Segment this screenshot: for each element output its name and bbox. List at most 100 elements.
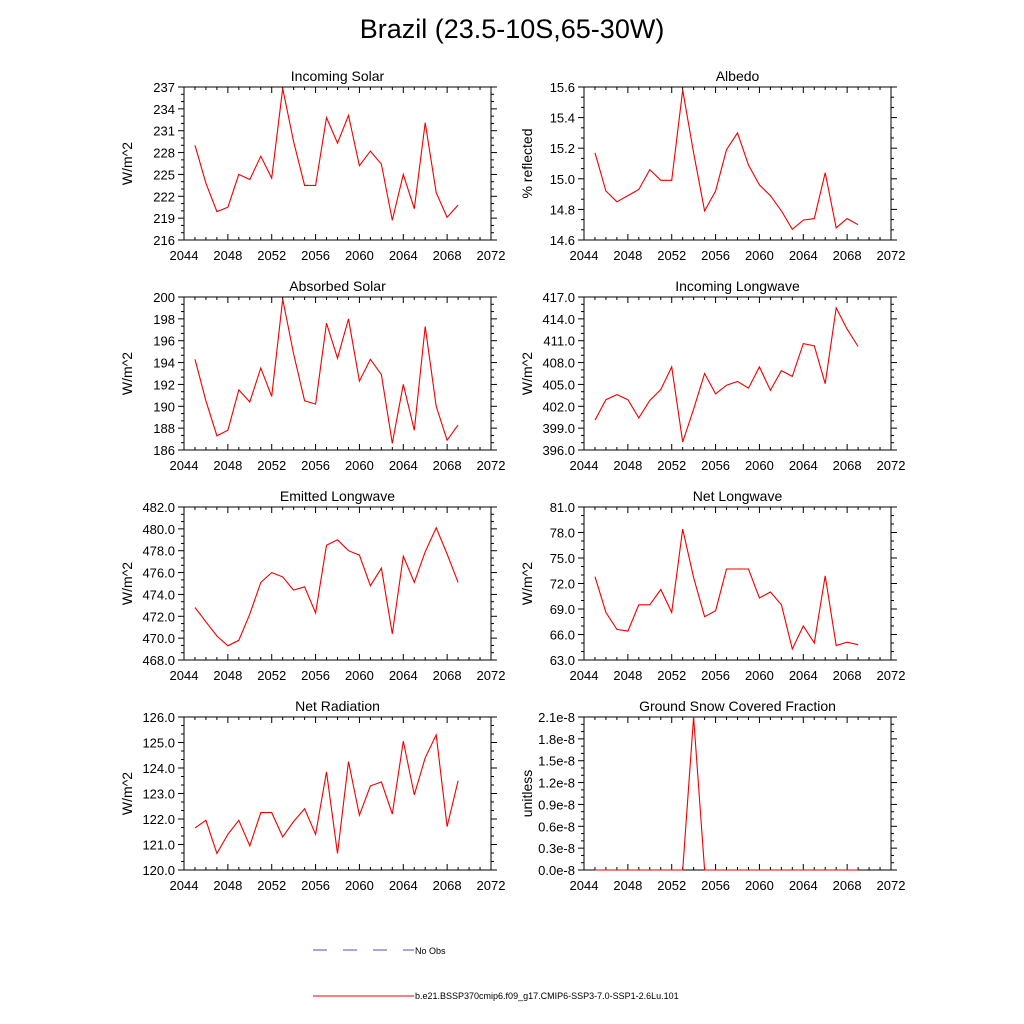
y-tick-label: 237: [153, 80, 175, 95]
plot-frame: [583, 296, 892, 451]
x-tick-label: 2060: [745, 668, 774, 683]
y-tick-label: 14.6: [550, 233, 575, 248]
x-tick-label: 2072: [877, 458, 906, 473]
y-tick-label: 402.0: [542, 399, 575, 414]
x-tick-label: 2064: [789, 248, 818, 263]
series-line-incoming-longwave: [594, 306, 859, 443]
x-tick-label: 2048: [613, 248, 642, 263]
x-tick-label: 2052: [257, 878, 286, 893]
y-tick-label: 0.6e-8: [538, 819, 575, 834]
y-axis-label: W/m^2: [519, 352, 535, 395]
x-tick-label: 2060: [345, 458, 374, 473]
plot-frame: [183, 716, 492, 871]
y-tick-label: 120.0: [142, 863, 175, 878]
chart-title: Incoming Solar: [291, 68, 385, 84]
x-tick-label: 2056: [701, 458, 730, 473]
x-tick-label: 2060: [745, 878, 774, 893]
y-tick-label: 225: [153, 167, 175, 182]
y-tick-label: 63.0: [550, 653, 575, 668]
x-tick-label: 2056: [701, 668, 730, 683]
x-tick-label: 2064: [789, 668, 818, 683]
x-tick-label: 2064: [389, 878, 418, 893]
y-tick-label: 75.0: [550, 551, 575, 566]
y-tick-label: 234: [153, 102, 175, 117]
y-tick-label: 228: [153, 146, 175, 161]
x-tick-label: 2044: [170, 458, 199, 473]
x-tick-label: 2072: [477, 878, 506, 893]
x-tick-label: 2048: [613, 668, 642, 683]
y-tick-label: 417.0: [542, 290, 575, 305]
y-tick-label: 14.8: [550, 202, 575, 217]
x-tick-label: 2052: [257, 668, 286, 683]
y-tick-label: 408.0: [542, 356, 575, 371]
y-tick-label: 69.0: [550, 602, 575, 617]
chart-incoming-longwave: Incoming Longwave W/m^2 2044 2048 2052 2056 20…: [519, 278, 905, 473]
x-tick-label: 2060: [745, 248, 774, 263]
x-tick-label: 2044: [570, 668, 599, 683]
chart-title: Net Radiation: [295, 698, 380, 714]
y-tick-label: 0.0e-8: [538, 863, 575, 878]
x-tick-label: 2072: [877, 878, 906, 893]
x-tick-label: 2048: [213, 458, 242, 473]
plot-frame: [583, 506, 892, 661]
series-line-absorbed-solar: [194, 299, 459, 444]
series-line-net-radiation: [194, 732, 459, 855]
y-tick-label: 126.0: [142, 710, 175, 725]
chart-title: Ground Snow Covered Fraction: [639, 698, 836, 714]
y-tick-label: 198: [153, 312, 175, 327]
chart-title: Absorbed Solar: [289, 278, 386, 294]
y-tick-label: 0.9e-8: [538, 797, 575, 812]
x-tick-label: 2064: [789, 878, 818, 893]
x-tick-label: 2056: [301, 458, 330, 473]
y-axis-label: W/m^2: [119, 142, 135, 185]
x-tick-label: 2064: [789, 458, 818, 473]
x-tick-label: 2072: [477, 458, 506, 473]
y-axis-label: W/m^2: [519, 562, 535, 605]
y-tick-label: 405.0: [542, 377, 575, 392]
chart-emitted-longwave: Emitted Longwave W/m^2 2044 2048 2052 2056 206…: [119, 488, 505, 683]
x-tick-label: 2068: [433, 458, 462, 473]
y-tick-label: 200: [153, 290, 175, 305]
x-tick-label: 2052: [257, 248, 286, 263]
y-tick-label: 192: [153, 377, 175, 392]
x-tick-label: 2056: [701, 248, 730, 263]
x-tick-label: 2064: [389, 458, 418, 473]
series-line-net-longwave: [594, 528, 859, 651]
y-axis-label: % reflected: [519, 128, 535, 198]
y-tick-label: 123.0: [142, 787, 175, 802]
y-tick-label: 81.0: [550, 500, 575, 515]
y-axis-label: W/m^2: [119, 562, 135, 605]
y-tick-label: 66.0: [550, 628, 575, 643]
x-tick-label: 2048: [613, 878, 642, 893]
y-tick-label: 0.3e-8: [538, 841, 575, 856]
x-tick-label: 2068: [833, 458, 862, 473]
y-tick-label: 188: [153, 421, 175, 436]
plot-frame: [183, 296, 492, 451]
y-tick-label: 411.0: [543, 334, 575, 349]
x-tick-label: 2052: [657, 458, 686, 473]
series-line-incoming-solar: [194, 88, 459, 221]
y-tick-label: 476.0: [142, 566, 175, 581]
series-line-albedo: [594, 90, 859, 231]
x-tick-label: 2064: [389, 248, 418, 263]
y-axis-label: W/m^2: [119, 352, 135, 395]
x-tick-label: 2068: [433, 878, 462, 893]
x-tick-label: 2044: [570, 248, 599, 263]
y-tick-label: 190: [153, 399, 175, 414]
y-tick-label: 196: [153, 334, 175, 349]
plot-frame: [583, 716, 892, 871]
x-tick-label: 2064: [389, 668, 418, 683]
plot-frame: [583, 86, 892, 241]
y-tick-label: 414.0: [542, 312, 575, 327]
y-tick-label: 231: [153, 124, 175, 139]
x-tick-label: 2068: [833, 248, 862, 263]
x-tick-label: 2048: [213, 878, 242, 893]
chart-net-radiation: Net Radiation W/m^2 2044 2048 2052 2056 2060 20…: [119, 698, 505, 893]
y-tick-label: 480.0: [142, 522, 175, 537]
y-tick-label: 399.0: [542, 421, 575, 436]
y-tick-label: 15.4: [550, 111, 575, 126]
y-axis-label: unitless: [519, 770, 535, 817]
series-line-ground-snow-covered-fraction: [595, 716, 859, 871]
chart-ground-snow-covered-fraction: Ground Snow Covered Fraction unitless 2044…: [519, 698, 905, 893]
